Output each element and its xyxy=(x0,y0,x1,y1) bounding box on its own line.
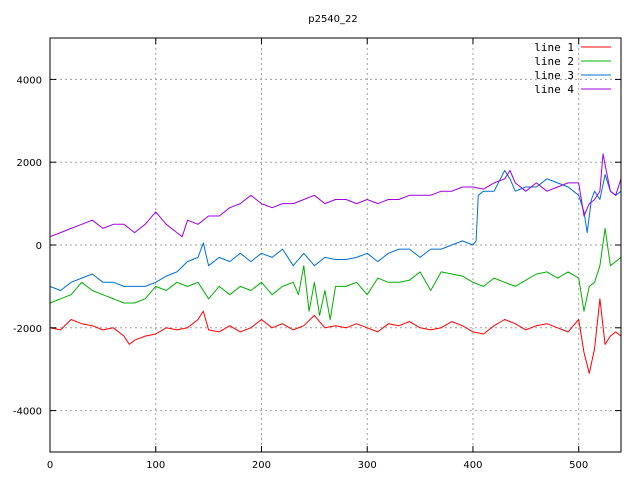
series-line-4 xyxy=(49,153,622,238)
legend-label-2: line 2 xyxy=(534,55,574,68)
y-tick-label: -4000 xyxy=(13,407,42,418)
series-line-2 xyxy=(49,227,622,320)
x-tick-label: 400 xyxy=(463,460,482,471)
series-group xyxy=(49,153,622,374)
legend-label-3: line 3 xyxy=(534,69,574,82)
x-tick-label: 0 xyxy=(47,460,53,471)
x-tick-label: 300 xyxy=(358,460,377,471)
y-tick-label: 4000 xyxy=(17,75,42,86)
series-line-3 xyxy=(49,170,622,291)
axis-ticks: 0 100 200 300 400 500 -4000 -2000 0 2000 4000 xyxy=(13,38,621,471)
x-tick-label: 200 xyxy=(252,460,271,471)
y-tick-label: -2000 xyxy=(13,324,42,335)
legend-label-1: line 1 xyxy=(534,41,574,54)
y-tick-label: 2000 xyxy=(17,158,42,169)
x-tick-label: 500 xyxy=(569,460,588,471)
y-tick-label: 0 xyxy=(36,241,42,252)
x-tick-label: 100 xyxy=(146,460,165,471)
series-line-1 xyxy=(49,298,622,374)
legend-label-4: line 4 xyxy=(534,83,574,96)
grid xyxy=(50,38,621,452)
chart-title: p2540_22 xyxy=(308,14,358,25)
